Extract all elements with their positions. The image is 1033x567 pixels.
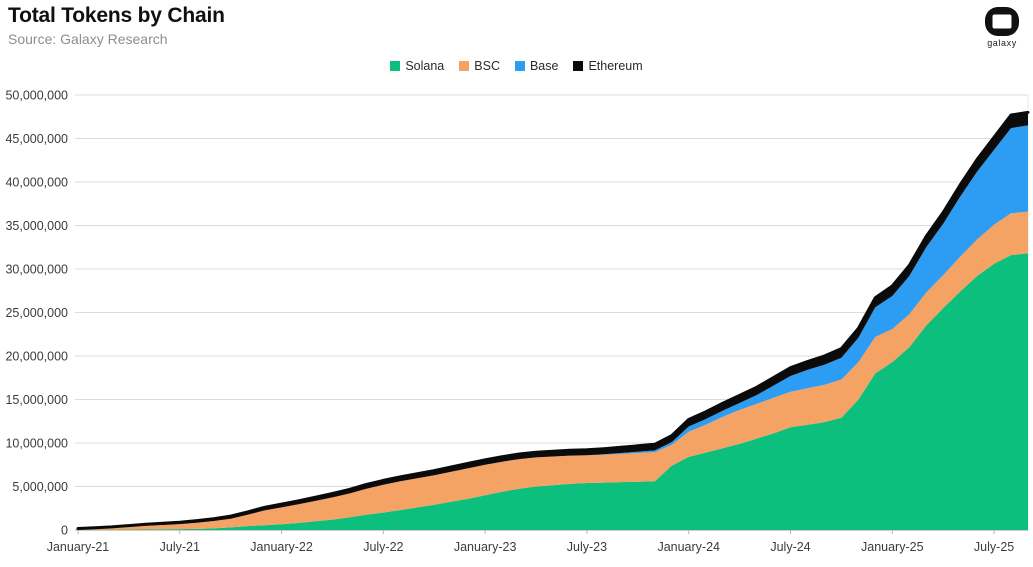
total-line bbox=[76, 110, 1030, 530]
source-caption: Source: Galaxy Research bbox=[8, 31, 168, 48]
area-solana bbox=[78, 253, 1028, 531]
area-bsc bbox=[78, 211, 1028, 530]
legend-label: BSC bbox=[474, 59, 500, 73]
y-tick-label: 5,000,000 bbox=[12, 480, 68, 494]
y-tick-label: 40,000,000 bbox=[5, 176, 68, 190]
legend-label: Ethereum bbox=[588, 59, 643, 73]
y-tick-label: 30,000,000 bbox=[5, 263, 68, 277]
stacked-areas bbox=[78, 112, 1028, 531]
y-axis-labels: 0 5,000,000 10,000,000 15,000,000 20,000,000… bbox=[5, 89, 68, 538]
y-tick-label: 0 bbox=[61, 524, 68, 538]
x-tick-label: January-23 bbox=[454, 540, 517, 554]
x-tick-label: January-24 bbox=[657, 540, 720, 554]
y-tick-label: 50,000,000 bbox=[5, 89, 68, 103]
legend-swatch-base bbox=[514, 61, 525, 71]
legend-swatch-ethereum bbox=[573, 61, 584, 71]
x-tick-label: July-25 bbox=[974, 540, 1014, 554]
y-tick-label: 35,000,000 bbox=[5, 219, 68, 233]
legend-swatch-solana bbox=[390, 61, 401, 71]
x-tick-label: July-23 bbox=[567, 540, 607, 554]
x-tick-label: January-22 bbox=[250, 540, 313, 554]
legend-item-solana: Solana bbox=[390, 59, 444, 73]
x-axis-ticks: January-21 July-21 January-22 July-22 Januar… bbox=[47, 530, 1014, 554]
legend-item-bsc: BSC bbox=[459, 59, 500, 73]
y-tick-label: 25,000,000 bbox=[5, 306, 68, 320]
legend-item-base: Base bbox=[514, 59, 559, 73]
x-tick-label: January-21 bbox=[47, 540, 110, 554]
galaxy-wordmark: galaxy bbox=[987, 38, 1017, 48]
y-tick-label: 20,000,000 bbox=[5, 350, 68, 364]
x-tick-label: July-22 bbox=[363, 540, 403, 554]
y-tick-label: 15,000,000 bbox=[5, 393, 68, 407]
galaxy-logo: galaxy bbox=[977, 6, 1027, 48]
y-tick-label: 10,000,000 bbox=[5, 437, 68, 451]
legend-swatch-bsc bbox=[459, 61, 470, 71]
chart-legend: Solana BSC Base Ethereum bbox=[0, 59, 1033, 73]
legend-item-ethereum: Ethereum bbox=[573, 59, 643, 73]
chart-header: Total Tokens by Chain Source: Galaxy Res… bbox=[8, 4, 225, 47]
legend-label: Solana bbox=[405, 59, 445, 73]
x-tick-label: July-24 bbox=[770, 540, 810, 554]
page-title: Total Tokens by Chain bbox=[8, 4, 225, 27]
y-tick-label: 45,000,000 bbox=[5, 132, 68, 146]
legend-label: Base bbox=[529, 59, 559, 73]
galaxy-logo-icon bbox=[985, 7, 1019, 36]
x-tick-label: July-21 bbox=[160, 540, 200, 554]
x-tick-label: January-25 bbox=[861, 540, 924, 554]
